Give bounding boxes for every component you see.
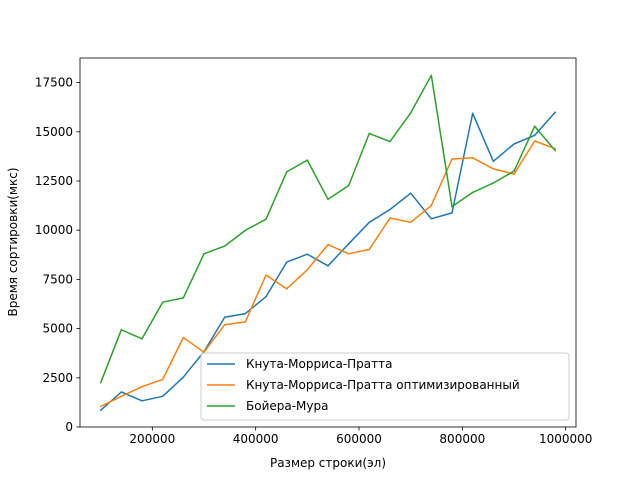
- series-2-point: [368, 248, 371, 251]
- series-1-point: [141, 400, 143, 402]
- series-3-point: [203, 253, 205, 255]
- series-2-point: [327, 243, 329, 246]
- legend-label-1: Кнута-Морриса-Пратта: [246, 357, 392, 371]
- series-3-point: [327, 198, 329, 201]
- series-1-point: [389, 208, 391, 211]
- series-1-point: [554, 111, 557, 113]
- series-1-point: [347, 243, 350, 245]
- series-2-point: [492, 168, 495, 170]
- series-2-point: [182, 336, 185, 339]
- series-3-point: [368, 132, 371, 135]
- y-tick-label: 0: [65, 420, 73, 434]
- plot-lines: [99, 74, 557, 412]
- series-3-point: [347, 184, 350, 187]
- x-tick-label: 400000: [233, 432, 279, 446]
- series-2-point: [471, 157, 474, 159]
- series-1-point: [285, 261, 288, 263]
- series-1-point: [265, 295, 267, 298]
- series-3-point: [161, 301, 164, 303]
- x-tick-label: 1000000: [539, 432, 592, 446]
- series-1-point: [492, 160, 495, 163]
- series-2-point: [265, 274, 267, 276]
- series-3-point: [451, 205, 453, 208]
- series-1-point: [182, 376, 185, 378]
- legend-label-3: Бойера-Мура: [246, 399, 328, 413]
- series-3-point: [120, 329, 123, 331]
- series-1-point: [513, 143, 515, 145]
- legend-label-2: Кнута-Морриса-Пратта оптимизированный: [246, 378, 520, 392]
- series-1-point: [306, 253, 309, 255]
- series-2-point: [430, 204, 433, 207]
- series-3-point: [223, 245, 226, 247]
- series-1-point: [161, 395, 164, 398]
- series-3-point: [389, 140, 391, 143]
- series-2-point: [161, 378, 164, 381]
- series-3-point: [99, 381, 102, 384]
- legend-box: [200, 352, 570, 421]
- x-tick-label: 800000: [439, 432, 485, 446]
- legend: Кнута-Морриса-Пратта Кнута-Морриса-Пратта…: [200, 352, 570, 421]
- series-2-point: [451, 158, 453, 160]
- series-3-point: [471, 191, 474, 194]
- series-1-point: [409, 192, 412, 194]
- series-2-point: [244, 321, 247, 323]
- series-2-point: [554, 147, 557, 150]
- series-3-point: [182, 297, 185, 299]
- y-axis-ticks: 0 2500 5000 7500 10000 12500 15000 17500: [35, 76, 80, 434]
- series-2-point: [409, 221, 412, 224]
- y-tick-label: 7500: [42, 272, 73, 286]
- series-2-point: [141, 385, 143, 388]
- series-1-point: [223, 316, 226, 318]
- y-axis-label: Время сортировки(мкс): [6, 167, 20, 316]
- series-1-point: [244, 312, 247, 315]
- y-tick-label: 15000: [35, 125, 73, 139]
- series-3-point: [285, 171, 288, 173]
- y-tick-label: 10000: [35, 223, 73, 237]
- y-tick-label: 5000: [42, 322, 73, 336]
- series-1-point: [533, 134, 536, 137]
- series-3-point: [306, 159, 309, 161]
- y-tick-label: 2500: [42, 371, 73, 385]
- series-2-point: [99, 405, 102, 408]
- series-1-point: [120, 391, 123, 393]
- series-2-point: [285, 288, 288, 290]
- series-2-point: [347, 253, 350, 255]
- x-tick-label: 600000: [336, 432, 382, 446]
- x-axis-label: Размер строки(эл): [270, 456, 386, 470]
- series-2-point: [533, 140, 536, 142]
- series-3-point: [430, 74, 433, 77]
- series-1-point: [451, 212, 453, 214]
- series-3-point: [492, 182, 495, 184]
- series-1-point: [99, 409, 102, 412]
- y-tick-label: 12500: [35, 174, 73, 188]
- series-3-point: [141, 338, 143, 340]
- series-3-point: [244, 229, 247, 232]
- series-3-point: [265, 218, 267, 220]
- series-2-point: [120, 395, 123, 398]
- x-tick-label: 200000: [129, 432, 175, 446]
- series-3-point: [513, 170, 515, 172]
- series-2-point: [513, 173, 515, 175]
- series-1-point: [368, 221, 371, 224]
- series-2-point: [306, 269, 309, 271]
- plot-frame: [79, 57, 577, 428]
- series-1-point: [430, 218, 433, 220]
- y-tick-label: 17500: [35, 76, 73, 90]
- series-1-point: [327, 265, 329, 267]
- series-3-point: [409, 112, 412, 114]
- series-3-point: [533, 125, 536, 128]
- series-2-point: [389, 217, 391, 219]
- series-1-point: [471, 112, 474, 115]
- series-2-point: [223, 323, 226, 326]
- series-3-point: [554, 149, 557, 152]
- x-axis-ticks: 200000 400000 600000 800000 1000000: [129, 427, 592, 446]
